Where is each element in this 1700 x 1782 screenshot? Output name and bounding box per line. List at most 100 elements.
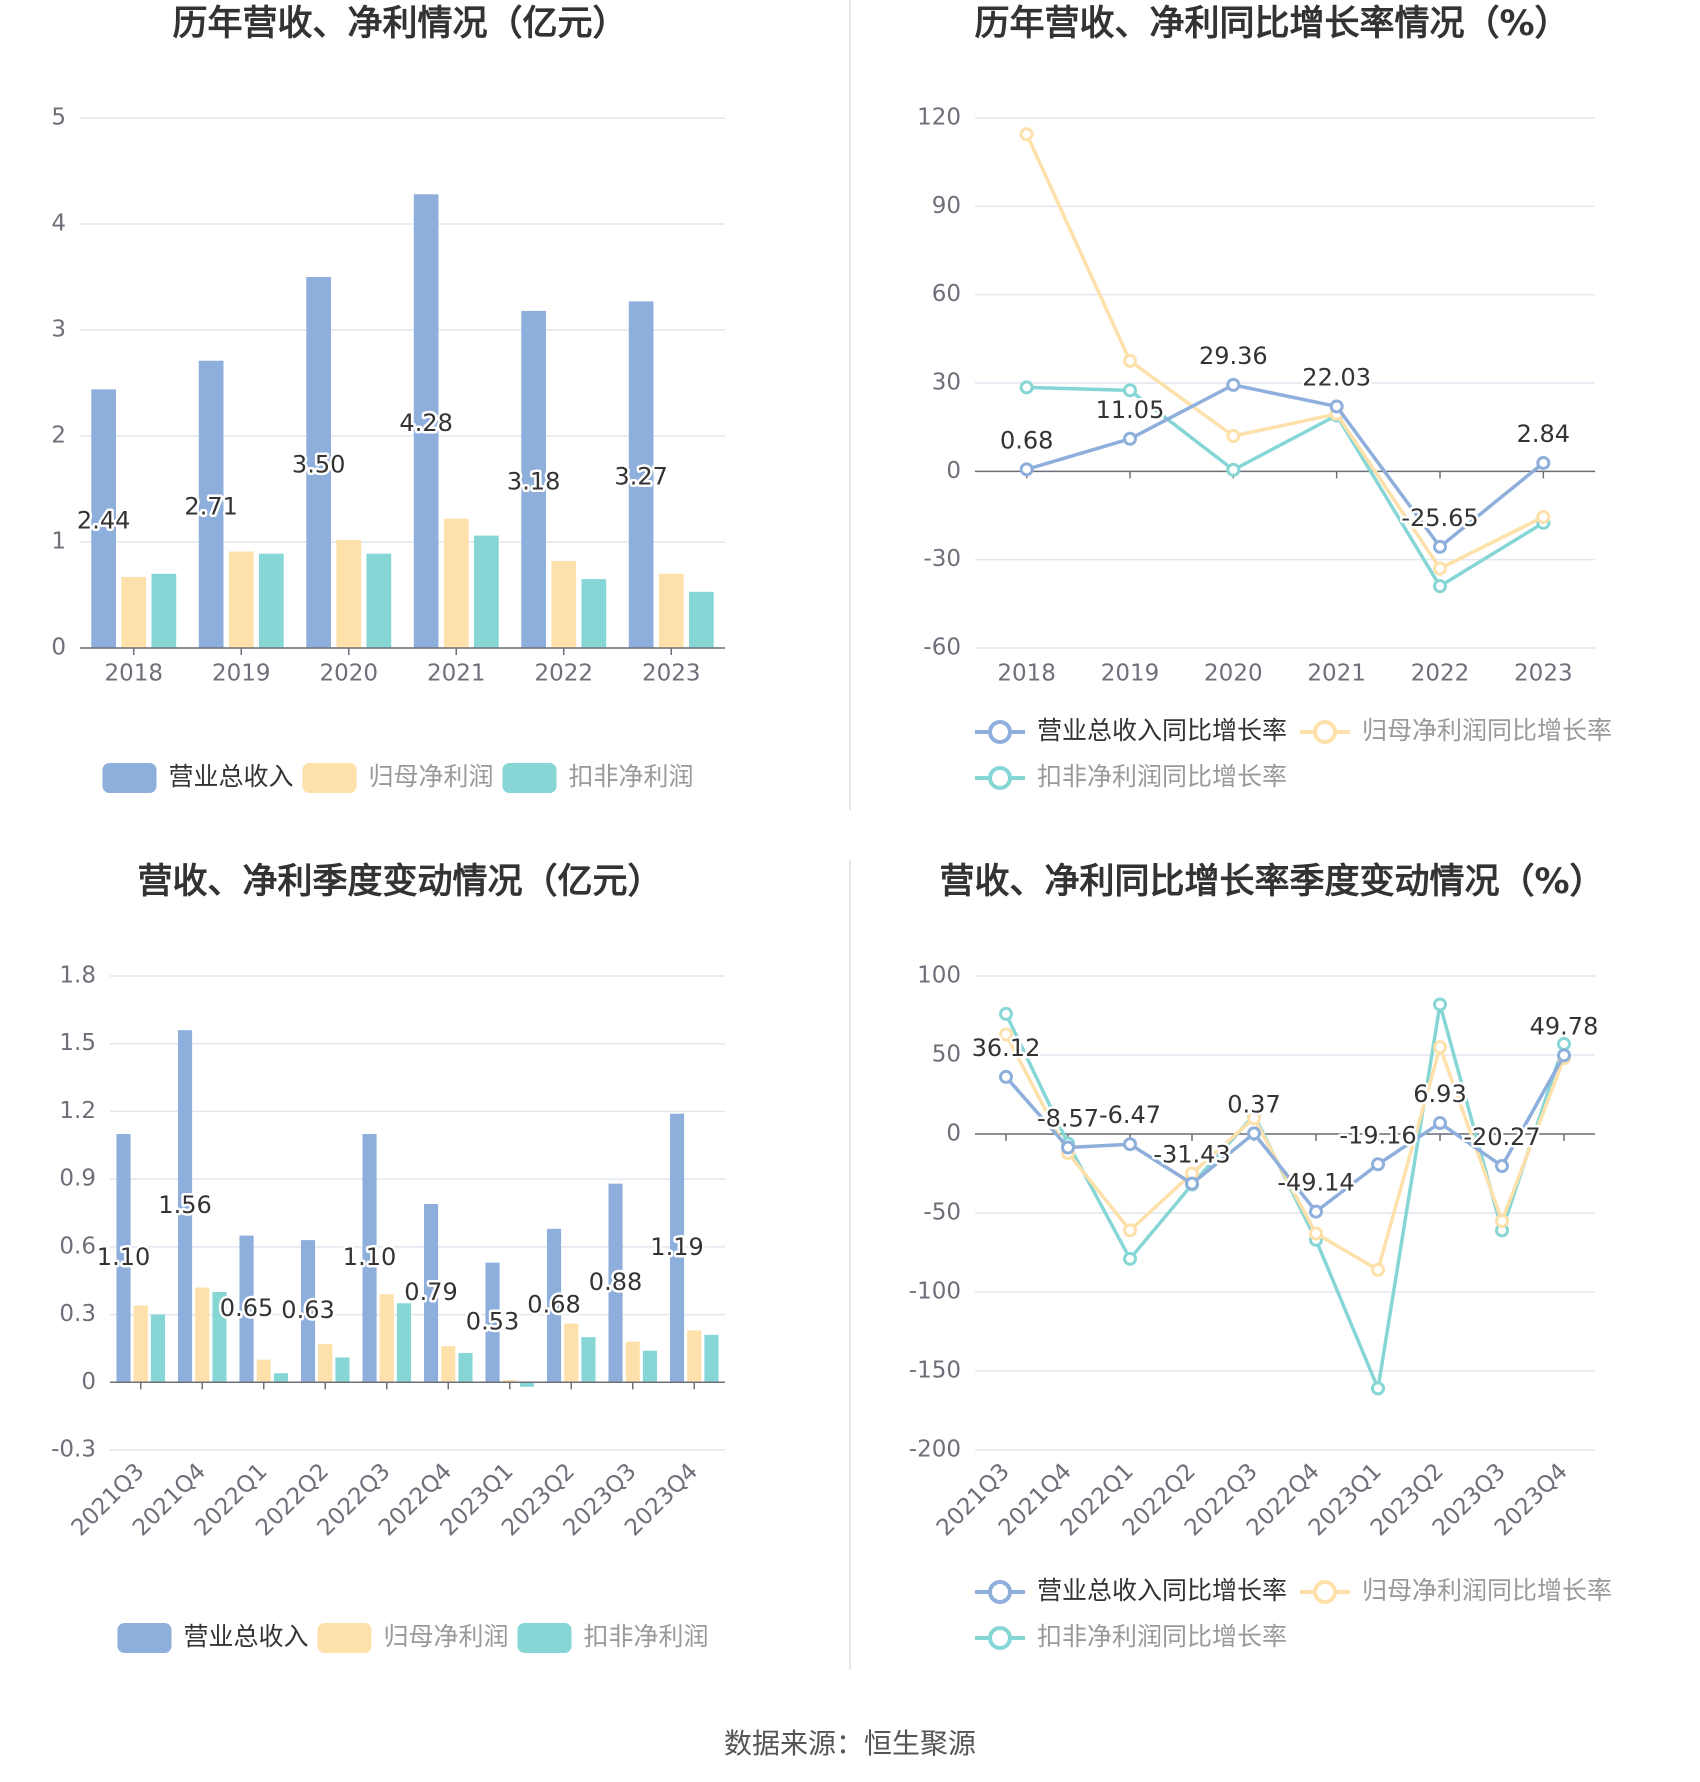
y-tick-label: 1.5 (59, 1030, 96, 1056)
bar-revenue (608, 1183, 623, 1383)
y-tick-label: 60 (932, 281, 961, 307)
x-tick-label: 2018 (104, 661, 163, 687)
y-tick-label: -200 (909, 1437, 961, 1463)
point-revenue-growth (999, 1069, 1013, 1084)
bar-net-profit (336, 539, 362, 648)
bar-revenue (300, 1240, 316, 1383)
data-label: -19.16 (1339, 1121, 1416, 1149)
legend-item-deducted-profit[interactable]: 扣非净利润 (502, 762, 694, 793)
data-source-note: 数据来源：恒生聚源 (723, 1727, 976, 1760)
point-revenue-growth (1371, 1157, 1385, 1172)
data-label: 1.19 (650, 1233, 703, 1261)
bar-net-profit (443, 518, 469, 648)
legend-label: 扣非净利润 (584, 1622, 709, 1651)
legend-marker (988, 1626, 1012, 1650)
bar-deducted-profit (258, 553, 284, 648)
bar-deducted-profit (366, 553, 392, 648)
point-net-profit-growth (1123, 353, 1137, 368)
series-line-net-profit-growth (1025, 133, 1545, 571)
data-label: -20.27 (1463, 1123, 1540, 1151)
bar-revenue (669, 1113, 685, 1383)
legend-item-deducted-growth[interactable]: 扣非净利润同比增长率 (975, 762, 1287, 791)
x-tick-label: 2023 (642, 661, 701, 687)
bar-net-profit (121, 576, 147, 648)
data-label: 0.53 (466, 1307, 519, 1335)
annual-revenue-profit-chart: 历年营收、净利情况（亿元） 0 1 2 3 4 5 2018 2019 2020 2021 2022 2… (51, 4, 725, 793)
bar-revenue (485, 1262, 500, 1383)
y-tick-label: 0 (51, 635, 66, 661)
bar-deducted-profit (642, 1350, 658, 1383)
y-tick-label: 100 (917, 963, 961, 989)
point-revenue-growth (1247, 1126, 1261, 1141)
bar-deducted-profit (688, 591, 714, 648)
legend-label: 营业总收入同比增长率 (1037, 1576, 1287, 1605)
x-tick-label: 2022 (534, 661, 593, 687)
bar-revenue (239, 1235, 254, 1383)
x-tick-label: 2021 (427, 661, 486, 687)
legend-item-net-profit-growth[interactable]: 归母净利润同比增长率 (1300, 1576, 1612, 1605)
quarterly-revenue-profit-chart: 营收、净利季度变动情况（亿元）-0.300.30.60.91.21.51.820… (51, 862, 725, 1653)
point-deducted-growth (1123, 1251, 1137, 1266)
bar-net-profit (502, 1380, 517, 1383)
bar-revenue (423, 1203, 439, 1383)
legend-item-revenue[interactable]: 营业总收入 (102, 762, 294, 793)
data-label: 0.79 (404, 1278, 457, 1306)
data-label: -25.65 (1401, 504, 1478, 532)
y-tick-label: 2 (51, 423, 66, 449)
bar-revenue (91, 389, 117, 648)
legend-item-deducted-growth[interactable]: 扣非净利润同比增长率 (975, 1622, 1287, 1651)
point-deducted-growth (1371, 1381, 1385, 1396)
legend-item-revenue[interactable]: 营业总收入 (117, 1622, 309, 1653)
bar-deducted-profit (473, 535, 499, 648)
bar-deducted-profit (519, 1382, 535, 1387)
legend-swatch (117, 1623, 172, 1653)
legend-item-revenue-growth[interactable]: 营业总收入同比增长率 (975, 1576, 1287, 1605)
x-tick-label: 2018 (997, 661, 1056, 687)
legend-item-net-profit[interactable]: 归母净利润 (302, 762, 494, 793)
bar-net-profit (256, 1359, 271, 1383)
bar-deducted-profit (704, 1334, 719, 1383)
point-revenue-growth (1061, 1140, 1075, 1155)
y-tick-label: 0.3 (59, 1301, 96, 1327)
bar-deducted-profit (458, 1352, 473, 1383)
quarterly-growth-rate-chart: 营收、净利同比增长率季度变动情况（%） -200 -150 -100 -50 0 50 100… (909, 862, 1612, 1651)
x-tick-label: 2020 (1204, 661, 1263, 687)
data-label: 49.78 (1530, 1012, 1599, 1040)
y-tick-label: 1.8 (59, 963, 96, 989)
bar-deducted-profit (396, 1303, 412, 1383)
legend-label: 扣非净利润 (569, 762, 694, 791)
data-label: 0.37 (1227, 1090, 1280, 1118)
data-label: 36.12 (972, 1034, 1041, 1062)
bar-revenue (198, 360, 224, 648)
legend-item-revenue-growth[interactable]: 营业总收入同比增长率 (975, 716, 1287, 745)
legend-item-net-profit[interactable]: 归母净利润 (317, 1622, 509, 1653)
legend-marker (988, 1580, 1012, 1604)
data-label: 0.63 (281, 1296, 334, 1324)
point-net-profit-growth (1309, 1226, 1323, 1241)
legend-item-net-profit-growth[interactable]: 归母净利润同比增长率 (1300, 716, 1612, 745)
bar-revenue (628, 301, 654, 648)
bar-net-profit (318, 1343, 333, 1383)
data-label: 2.71 (184, 492, 237, 520)
point-net-profit-growth (1123, 1223, 1137, 1238)
y-tick-label: -60 (923, 635, 961, 661)
bar-revenue (306, 277, 332, 648)
series-line-revenue-growth (1004, 1054, 1566, 1214)
legend-label: 归母净利润 (384, 1622, 509, 1651)
y-tick-label: 4 (51, 211, 66, 237)
y-tick-label: 3 (51, 317, 66, 343)
point-revenue-growth (1536, 455, 1551, 470)
bar-deducted-profit (273, 1373, 289, 1383)
point-revenue-growth (1019, 462, 1034, 477)
legend-item-deducted-profit[interactable]: 扣非净利润 (517, 1622, 709, 1653)
legend-label: 营业总收入同比增长率 (1037, 716, 1287, 745)
legend-swatch (517, 1623, 572, 1653)
point-revenue-growth (1309, 1204, 1323, 1219)
series-line-revenue-growth (1026, 383, 1545, 549)
legend-swatch (502, 763, 557, 793)
data-label: 2.84 (1517, 420, 1570, 448)
chart-title: 历年营收、净利同比增长率情况（%） (974, 4, 1569, 44)
bar-net-profit (687, 1330, 702, 1383)
point-net-profit-growth (999, 1027, 1013, 1042)
